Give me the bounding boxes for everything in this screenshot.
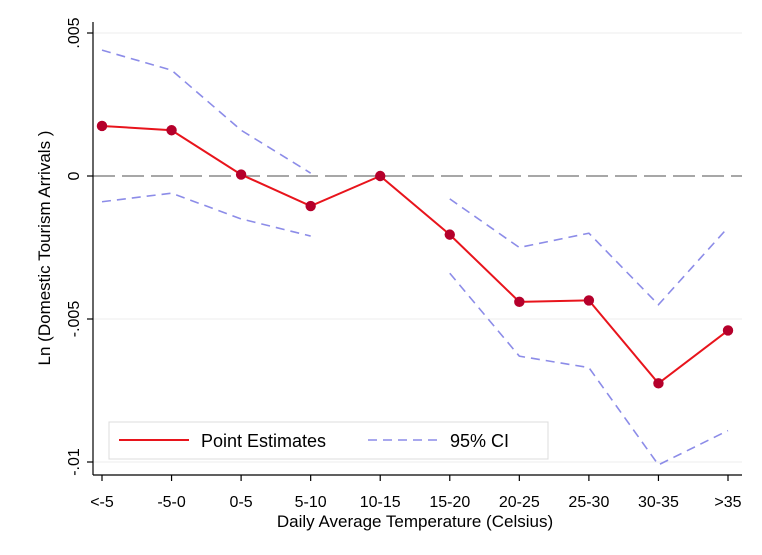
point-estimate-marker — [235, 169, 247, 180]
y-tick-label: -.01 — [66, 448, 83, 476]
ci-line — [101, 49, 312, 174]
x-tick-label: 15-20 — [429, 494, 470, 511]
point-estimate-marker — [96, 120, 108, 132]
point-estimate-marker — [514, 296, 525, 308]
x-tick-label: 5-10 — [295, 494, 327, 511]
series — [96, 49, 734, 466]
point-estimates-series — [96, 120, 734, 389]
axes: .005 0 -.005 -.01 <-5 -5-0 0-5 5-10 10-15 15-20 20… — [66, 17, 742, 511]
x-tick-label: 30-35 — [638, 494, 679, 511]
legend-label-ci: 95% CI — [450, 431, 509, 451]
x-axis-title: Daily Average Temperature (Celsius) — [277, 512, 553, 531]
ci-series — [101, 49, 729, 306]
x-tick-label: 25-30 — [568, 494, 609, 511]
ci-line — [449, 198, 729, 306]
x-tick-label: -5-0 — [157, 494, 186, 511]
x-tick-label: >35 — [714, 494, 741, 511]
y-tick-label: .005 — [66, 17, 83, 48]
point-estimate-marker — [166, 125, 177, 136]
point-estimate-marker — [305, 200, 316, 212]
point-estimate-marker — [444, 229, 455, 240]
y-tick-label: -.005 — [66, 301, 83, 338]
legend-label-point-estimates: Point Estimates — [201, 431, 326, 451]
ci-line — [101, 192, 311, 237]
x-tick-label: 20-25 — [499, 494, 540, 511]
point-estimate-marker — [653, 378, 664, 389]
point-estimate-marker — [722, 325, 734, 336]
x-tick-label: <-5 — [90, 494, 114, 511]
legend-box — [108, 421, 549, 460]
x-tick-label: 10-15 — [360, 494, 401, 511]
point-estimate-marker — [583, 295, 595, 306]
point-estimate-marker — [375, 170, 386, 182]
point-estimates-line — [101, 124, 729, 385]
x-tick-label: 0-5 — [230, 494, 253, 511]
y-axis-title: Ln (Domestic Tourism Arrivals ) — [35, 131, 54, 366]
gridlines — [93, 32, 742, 463]
y-tick-label: 0 — [66, 171, 83, 180]
ci-series — [101, 192, 729, 466]
legend: Point Estimates 95% CI — [108, 421, 549, 460]
